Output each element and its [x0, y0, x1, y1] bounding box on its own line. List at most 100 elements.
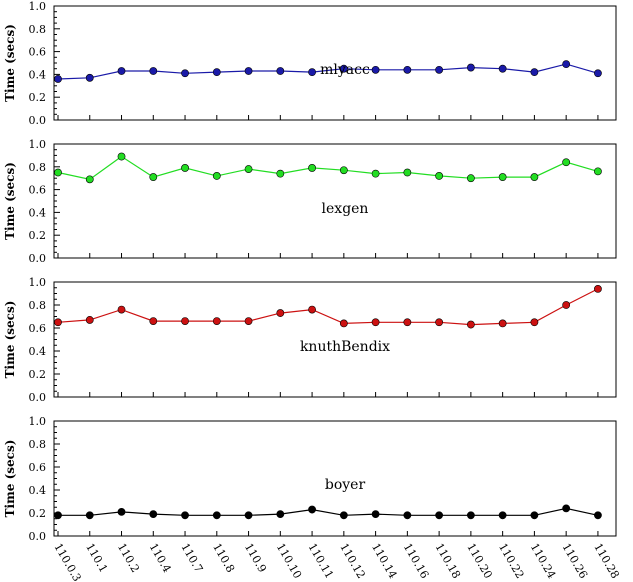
data-point-110.10: [276, 309, 285, 317]
ytick-label: 0.0: [29, 114, 47, 127]
data-point-110.7: [181, 69, 189, 78]
data-point-110.22: [498, 319, 507, 328]
series-line-knuthBendix: [57, 288, 599, 326]
panel-title-boyer: boyer: [325, 477, 366, 493]
data-point-110.24: [530, 318, 539, 327]
data-point-110.20: [466, 511, 475, 520]
ytick-label: 0.6: [29, 184, 47, 197]
data-point-110.18: [435, 172, 444, 180]
data-point-110.26: [562, 158, 571, 167]
data-point-110.26: [562, 60, 571, 69]
data-point-110.0.3: [54, 168, 62, 177]
data-point-110.22: [498, 173, 507, 181]
data-point-110.12: [339, 166, 348, 175]
data-point-110.7: [181, 317, 189, 325]
ytick-label: 0.6: [29, 461, 47, 474]
ytick-label: 0.2: [29, 91, 47, 104]
ytick-label: 0.0: [29, 530, 47, 543]
data-point-110.0.3: [54, 318, 62, 327]
xtick-label: 110.8: [210, 541, 237, 575]
xtick-label: 110.18: [433, 541, 464, 581]
data-point-110.26: [562, 504, 571, 513]
ytick-label: 0.2: [29, 368, 47, 381]
data-point-110.14: [371, 510, 380, 519]
data-point-110.1: [85, 175, 94, 184]
panel-title-knuthBendix: knuthBendix: [300, 339, 390, 355]
ytick-label: 0.6: [29, 46, 47, 59]
data-point-110.0.3: [54, 75, 62, 83]
panel-title-mlyacc: mlyacc: [320, 62, 370, 78]
ytick-label: 0.8: [29, 161, 47, 174]
data-point-110.14: [371, 169, 380, 178]
y-axis-label: Time (secs): [3, 440, 17, 518]
data-point-110.20: [466, 174, 475, 183]
data-point-110.20: [466, 320, 475, 329]
data-point-110.2: [117, 507, 126, 516]
data-point-110.2: [117, 67, 126, 75]
ytick-label: 0.4: [29, 68, 47, 81]
ytick-label: 1.0: [29, 0, 47, 13]
xtick-label: 110.22: [496, 541, 527, 581]
plot-frame-1: [53, 5, 617, 121]
data-point-110.12: [339, 64, 348, 73]
xtick-label: 110.10: [274, 541, 305, 581]
data-point-110.9: [244, 67, 253, 75]
ytick-label: 0.8: [29, 299, 47, 312]
data-point-110.8: [212, 317, 221, 325]
data-point-110.0.3: [54, 511, 62, 520]
panel-title-lexgen: lexgen: [322, 201, 369, 217]
xtick-label: 110.11: [305, 541, 336, 581]
xtick-label: 110.9: [242, 541, 269, 575]
ytick-label: 1.0: [29, 415, 47, 428]
ytick-label: 0.0: [29, 391, 47, 404]
xtick-label: 110.4: [147, 541, 174, 575]
xtick-label: 110.2: [115, 541, 142, 575]
xtick-label: 110.26: [560, 541, 591, 581]
data-point-110.18: [435, 65, 444, 74]
data-point-110.1: [85, 316, 94, 324]
ytick-label: 1.0: [29, 138, 47, 151]
data-point-110.16: [403, 65, 412, 74]
series-line-mlyacc: [57, 63, 599, 80]
data-point-110.2: [117, 152, 126, 161]
xtick-label: 110.14: [369, 541, 400, 581]
data-point-110.2: [117, 305, 126, 314]
ytick-label: 0.6: [29, 322, 47, 335]
data-point-110.16: [403, 318, 412, 327]
xtick-label: 110.12: [337, 541, 368, 581]
data-point-110.20: [466, 63, 475, 72]
data-point-110.12: [339, 511, 348, 520]
plot-frame-4: [53, 420, 617, 537]
data-point-110.9: [244, 165, 253, 173]
data-point-110.10: [276, 169, 285, 178]
data-point-110.4: [149, 510, 158, 519]
y-axis-label: Time (secs): [3, 24, 17, 102]
data-point-110.7: [181, 511, 189, 520]
data-point-110.10: [276, 510, 285, 519]
xtick-label: 110.24: [528, 541, 559, 581]
data-point-110.4: [149, 67, 158, 75]
data-point-110.9: [244, 317, 253, 325]
series-line-lexgen: [57, 155, 599, 180]
ytick-label: 0.4: [29, 345, 47, 358]
data-point-110.4: [149, 317, 158, 325]
xtick-label: 110.7: [178, 541, 205, 575]
data-point-110.24: [530, 511, 539, 520]
data-point-110.22: [498, 64, 507, 73]
xtick-label: 110.16: [401, 541, 432, 581]
xtick-label: 110.0.3: [51, 541, 83, 582]
xtick-label: 110.28: [591, 541, 622, 581]
data-point-110.8: [212, 172, 221, 180]
data-point-110.14: [371, 65, 380, 74]
series-line-boyer: [58, 507, 599, 516]
data-point-110.28: [594, 284, 602, 293]
data-point-110.24: [530, 173, 539, 181]
data-point-110.18: [435, 318, 444, 327]
data-point-110.7: [181, 164, 189, 172]
data-point-110.24: [530, 68, 539, 77]
data-point-110.11: [308, 505, 316, 514]
data-point-110.18: [435, 511, 444, 520]
data-point-110.28: [594, 167, 602, 176]
data-point-110.4: [149, 173, 158, 181]
